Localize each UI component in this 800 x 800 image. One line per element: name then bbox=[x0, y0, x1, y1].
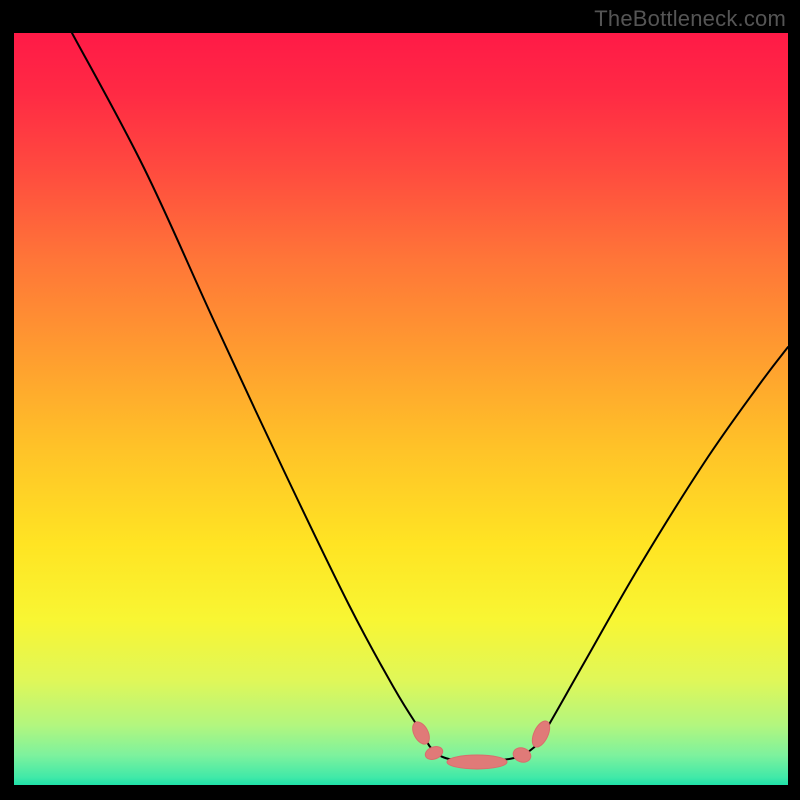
chart-canvas: TheBottleneck.com bbox=[0, 0, 800, 800]
frame-right bbox=[788, 0, 800, 800]
marker-blob bbox=[447, 755, 507, 769]
frame-bottom bbox=[0, 785, 800, 800]
watermark-text: TheBottleneck.com bbox=[594, 6, 786, 32]
plot-svg bbox=[14, 33, 788, 785]
gradient-background bbox=[14, 33, 788, 785]
frame-left bbox=[0, 0, 14, 800]
plot-area bbox=[14, 33, 788, 785]
